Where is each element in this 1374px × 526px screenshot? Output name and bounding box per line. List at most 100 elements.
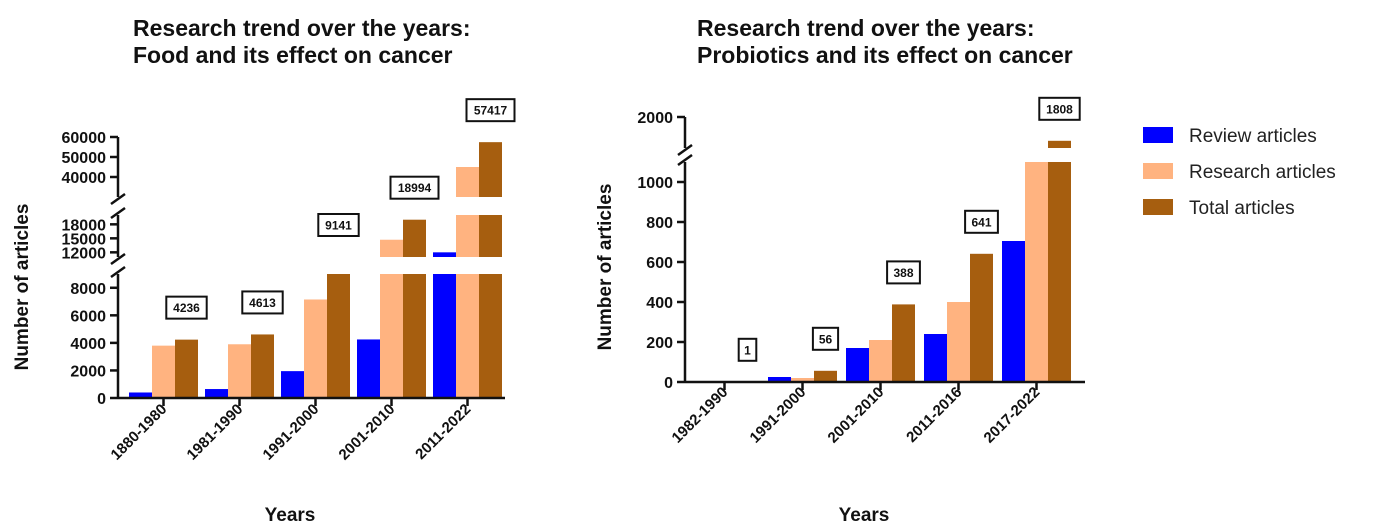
research-bar <box>791 378 814 382</box>
data-label-box <box>1038 96 1081 121</box>
total-bar <box>1048 140 1071 148</box>
data-label: 9141 <box>317 213 360 237</box>
total-bar <box>479 274 502 398</box>
data-label-text: 9141 <box>325 219 352 233</box>
research-bar <box>947 302 970 382</box>
review-bar <box>205 389 228 398</box>
total-bar <box>1048 162 1071 382</box>
review-bar <box>433 252 456 257</box>
y-tick-label: 200 <box>646 335 673 352</box>
x-tick-label: 1991-2000 <box>260 401 323 464</box>
review-bar <box>924 334 947 382</box>
y-tick-label: 800 <box>646 215 673 232</box>
legend-label: Total articles <box>1189 198 1295 219</box>
axis-break-mark <box>110 192 126 206</box>
total-bar <box>892 304 915 382</box>
data-label-text: 641 <box>971 215 991 229</box>
review-bar <box>129 392 152 398</box>
total-bar <box>327 274 350 398</box>
y-tick-label: 400 <box>646 295 673 312</box>
data-label: 4236 <box>165 295 208 320</box>
total-bar <box>403 219 426 257</box>
y-tick-label: 60000 <box>62 130 107 147</box>
data-label: 57417 <box>465 98 516 123</box>
review-bar <box>768 377 791 382</box>
legend: Review articles Research articles Total ar… <box>1143 126 1336 219</box>
chart-title-line: Food and its effect on cancer <box>133 42 453 68</box>
data-label-box <box>811 326 840 351</box>
y-tick-label: 0 <box>664 375 673 392</box>
data-label: 18994 <box>389 175 440 200</box>
axis-break-mark <box>677 143 693 157</box>
data-label: 1808 <box>1038 96 1081 121</box>
data-label-box <box>317 213 360 237</box>
legend-swatch <box>1143 163 1173 179</box>
x-tick-label: 2011-2016 <box>903 384 965 446</box>
legend-label: Research articles <box>1189 162 1336 183</box>
data-label-text: 57417 <box>474 104 508 118</box>
x-axis-title: Years <box>265 505 316 526</box>
data-label-box <box>964 209 999 234</box>
total-bar <box>479 142 502 197</box>
review-bar <box>846 348 869 382</box>
legend-label: Review articles <box>1189 126 1317 147</box>
research-bar <box>1025 162 1048 382</box>
x-tick-label: 1991-2000 <box>747 384 810 447</box>
research-bar <box>152 345 175 398</box>
total-bar <box>479 215 502 257</box>
research-bar <box>380 239 403 257</box>
y-tick-label: 2000 <box>70 363 106 380</box>
y-tick-label: 2000 <box>637 110 673 127</box>
axis-break-mark <box>677 153 693 167</box>
data-label-text: 4613 <box>249 296 276 310</box>
data-label: 56 <box>811 326 840 351</box>
x-axis-title: Years <box>839 505 890 526</box>
y-tick-label: 15000 <box>62 231 107 248</box>
research-bar <box>228 344 251 398</box>
y-tick-label: 4000 <box>70 336 106 353</box>
data-label: 1 <box>737 337 758 362</box>
chart-title-line: Research trend over the years: <box>697 15 1035 41</box>
chart-title-line: Probiotics and its effect on cancer <box>697 42 1073 68</box>
research-bar <box>304 299 327 398</box>
axis-break-mark <box>110 265 126 279</box>
y-tick-label: 1000 <box>637 175 673 192</box>
data-label-text: 1 <box>744 343 751 357</box>
data-label-box <box>389 175 440 200</box>
y-tick-label: 18000 <box>62 217 107 234</box>
research-bar <box>456 167 479 197</box>
review-bar <box>433 274 456 398</box>
y-axis-title: Number of articles <box>12 204 33 371</box>
y-tick-label: 600 <box>646 255 673 272</box>
x-tick-label: 1880-1980 <box>108 401 171 464</box>
data-label: 4613 <box>241 290 284 315</box>
data-label-box <box>886 260 921 285</box>
research-bar <box>869 340 892 382</box>
total-bar <box>814 370 837 382</box>
data-label-box <box>465 98 516 123</box>
x-tick-label: 2017-2022 <box>981 384 1044 447</box>
data-label: 388 <box>886 260 921 285</box>
review-bar <box>1002 241 1025 382</box>
x-tick-label: 1982-1990 <box>669 384 732 447</box>
review-bar <box>281 371 304 398</box>
chart-title-line: Research trend over the years: <box>133 15 471 41</box>
y-tick-label: 40000 <box>62 170 107 187</box>
y-tick-label: 0 <box>97 391 106 408</box>
total-bar <box>175 339 198 398</box>
chart-1: Research trend over the years:Food and i… <box>12 15 516 526</box>
x-tick-label: 1981-1990 <box>184 401 247 464</box>
data-label-text: 18994 <box>398 181 432 195</box>
data-label-text: 56 <box>819 332 833 346</box>
total-bar <box>970 253 993 382</box>
legend-swatch <box>1143 199 1173 215</box>
review-bar <box>357 339 380 398</box>
research-bar <box>456 274 479 398</box>
data-label-text: 1808 <box>1046 102 1073 116</box>
total-bar <box>251 334 274 398</box>
data-label-box <box>241 290 284 315</box>
total-bar <box>403 274 426 398</box>
axis-break-mark <box>110 206 126 220</box>
data-label-text: 388 <box>893 266 913 280</box>
